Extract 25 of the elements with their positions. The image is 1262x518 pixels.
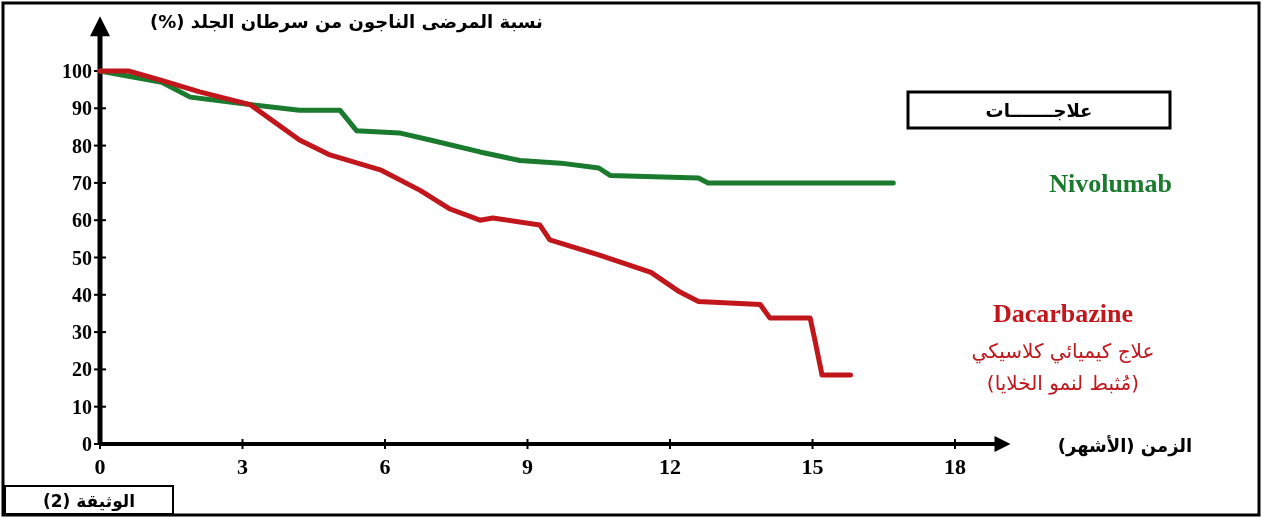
- y-axis-title: نسبة المرضى الناجون من سرطان الجلد (%): [150, 11, 543, 33]
- x-tick-label: 18: [944, 454, 966, 479]
- y-tick-label: 100: [62, 60, 92, 82]
- x-tick-label: 3: [237, 454, 248, 479]
- x-axis-title: الزمن (الأشهر): [1057, 435, 1193, 457]
- text: Dacarbazine: [992, 299, 1134, 328]
- y-tick-label: 40: [72, 283, 92, 306]
- legend-title: علاجـــــــات: [985, 100, 1093, 121]
- x-tick-label: 6: [379, 454, 391, 479]
- x-tick-label: 15: [801, 454, 824, 479]
- text: الوثيقة (2): [42, 491, 136, 512]
- y-tick-label: 10: [72, 395, 92, 418]
- y-tick-label: 20: [72, 358, 92, 381]
- y-tick-label: 30: [72, 321, 92, 344]
- y-tick-label: 0: [82, 433, 92, 455]
- y-tick-label: 60: [72, 209, 92, 232]
- annotation: علاج كيميائي كلاسيكي: [971, 339, 1155, 364]
- x-tick-label: 12: [659, 454, 681, 479]
- y-tick-label: 90: [72, 97, 92, 120]
- y-tick-label: 80: [72, 134, 92, 157]
- text: Nivolumab: [1049, 169, 1172, 198]
- annotation: (مُثبط لنمو الخلايا): [986, 371, 1140, 395]
- y-tick-label: 70: [72, 171, 92, 194]
- x-tick-label: 9: [522, 454, 533, 479]
- y-tick-label: 50: [72, 246, 92, 269]
